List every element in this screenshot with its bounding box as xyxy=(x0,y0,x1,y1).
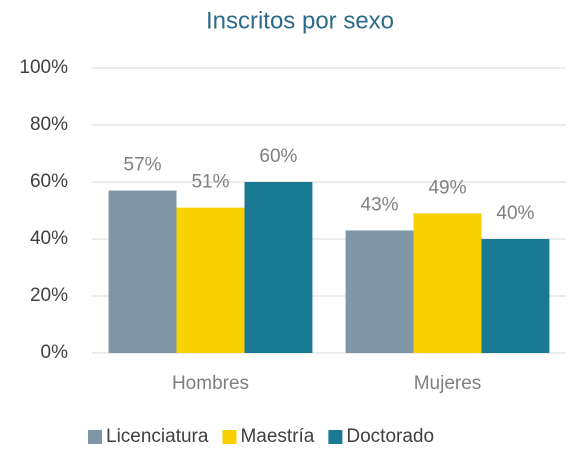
bar xyxy=(176,207,245,353)
legend-label: Doctorado xyxy=(346,426,434,447)
legend-swatch xyxy=(88,430,102,444)
bar xyxy=(345,230,414,353)
legend-label: Licenciatura xyxy=(106,426,209,447)
y-tick-label: 20% xyxy=(30,285,68,306)
data-label: 57% xyxy=(124,155,162,176)
legend-swatch xyxy=(222,430,237,444)
chart-title: Inscritos por sexo xyxy=(206,7,394,34)
data-label: 43% xyxy=(361,194,399,215)
data-label: 40% xyxy=(496,203,534,224)
y-tick-label: 0% xyxy=(41,342,69,363)
y-tick-label: 100% xyxy=(19,57,68,78)
y-tick-label: 40% xyxy=(30,228,68,249)
x-tick-label: Mujeres xyxy=(414,373,482,394)
y-tick-label: 80% xyxy=(30,114,68,135)
data-label: 51% xyxy=(191,172,229,193)
data-label: 60% xyxy=(259,146,297,167)
bar xyxy=(481,239,550,353)
legend-label: Maestría xyxy=(240,426,314,447)
bar xyxy=(244,182,313,353)
bar xyxy=(108,190,177,353)
bar xyxy=(413,213,482,353)
x-tick-label: Hombres xyxy=(172,373,249,394)
data-label: 49% xyxy=(428,177,466,198)
legend-swatch xyxy=(328,430,343,444)
y-tick-label: 60% xyxy=(30,171,68,192)
